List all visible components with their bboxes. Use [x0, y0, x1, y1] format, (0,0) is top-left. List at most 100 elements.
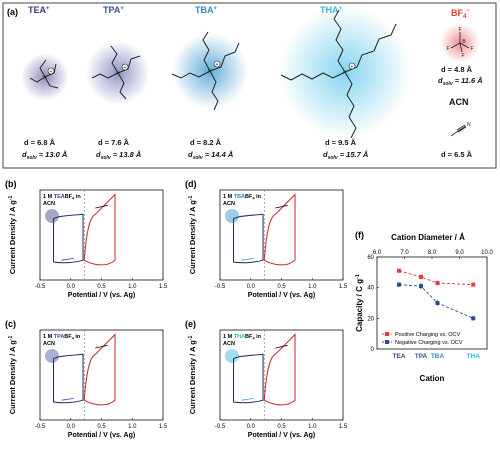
tea-molecule-icon: [29, 59, 59, 89]
svg-text:d = 7.6 Å: d = 7.6 Å: [98, 138, 130, 147]
f-top-tick-label: 6.0: [373, 250, 382, 256]
f-series-line-0: [398, 270, 474, 286]
f-category-label-tea: TEA: [393, 353, 406, 360]
cv-legend-solvent: ACN: [43, 341, 55, 347]
cv-legend-line1: 1 M THABF4 in: [223, 334, 262, 341]
cv-legend-line1: 1 M TBABF4 in: [223, 194, 262, 201]
bf4-sizes: d = 4.8 Å dsolv = 11.6 Å: [438, 65, 483, 87]
cv-x-tick-label: 1.0: [128, 424, 137, 430]
svg-text:BF4−: BF4−: [451, 8, 470, 20]
f-y-tick-label: 40: [367, 286, 374, 292]
svg-text:F: F: [470, 46, 473, 52]
svg-text:+: +: [351, 64, 354, 70]
f-data-point: [435, 301, 440, 305]
cv-legend-solvent: ACN: [223, 201, 235, 207]
cv-sweep-arrow-return: [241, 258, 254, 261]
cv-y-axis-label-sup: -1: [8, 336, 14, 341]
cv-legend-line1: 1 M TEABF4 in: [43, 194, 81, 201]
svg-text:+: +: [124, 65, 127, 71]
f-top-tick-label: 10.0: [481, 250, 493, 256]
cv-y-axis-label-sup: -1: [188, 336, 194, 341]
svg-text:B: B: [462, 39, 466, 45]
cation-header-tba: TBA+: [195, 5, 218, 15]
panel-a-frame: [2, 2, 497, 169]
cv-panel-label: (e): [185, 319, 196, 329]
svg-text:dsolv = 14.4 Å: dsolv = 14.4 Å: [188, 150, 233, 161]
cv-y-axis-label-sup: -1: [188, 196, 194, 201]
nitrogen-centers: N N N N: [43, 69, 347, 81]
cv-x-tick-label: 0.5: [277, 424, 286, 430]
cv-x-tick-label: 1.5: [159, 424, 168, 430]
f-category-label-tpa: TPA: [415, 353, 428, 360]
svg-text:TBA+: TBA+: [195, 5, 218, 15]
cv-sweep-arrow: [275, 204, 288, 209]
svg-text:N: N: [116, 71, 120, 77]
cv-sweep-arrow: [95, 204, 108, 209]
cv-panel-label: (b): [5, 179, 17, 189]
bf4-atoms: F F F F B: [446, 27, 473, 59]
cv-molecule-icon: [45, 209, 59, 223]
cv-panel-label: (d): [185, 179, 197, 189]
svg-text:F: F: [458, 27, 461, 33]
acn-label: ACN: [449, 97, 469, 107]
cation-sizes: d = 6.8 Å dsolv = 13.0 Å d = 7.6 Å dsolv…: [22, 138, 368, 161]
bf4-molecule-icon: [450, 32, 470, 53]
charge-circle-icons: [47, 60, 356, 75]
cv-y-axis-label-main: Current Density / A g: [188, 200, 197, 274]
cv-x-tick-label: 0.0: [67, 424, 76, 430]
acn-n-atom: N: [467, 122, 471, 128]
cv-plot-frame: [219, 329, 344, 421]
svg-text:d = 6.8 Å: d = 6.8 Å: [24, 138, 56, 147]
cv-panel-tha: (e) Current Density / A g-1 -0.5 0.0 0.5 1.0 1…: [185, 319, 348, 439]
panel-f-legend: Positive Charging vs. OCV Negative Charg…: [382, 332, 463, 346]
cv-x-tick-label: 1.5: [339, 284, 348, 290]
cv-molecule-icon: [225, 209, 239, 223]
cv-x-tick-label: -0.5: [35, 424, 46, 430]
cv-panel-label: (c): [5, 319, 16, 329]
cv-curve-positive: [263, 333, 296, 406]
cv-legend-line1: 1 M TPABF4 in: [43, 334, 81, 341]
cv-x-axis-label: Potential / V (vs. Ag): [68, 292, 135, 299]
cv-x-tick-label: -0.5: [35, 284, 46, 290]
cv-y-axis-label: Current Density / A g-1: [8, 196, 17, 275]
cv-x-tick-label: 1.0: [308, 284, 317, 290]
cv-legend-solvent: ACN: [43, 201, 55, 207]
cv-sweep-arrow-return: [241, 398, 254, 401]
panel-a-label: (a): [7, 7, 18, 17]
svg-text:dsolv = 11.6 Å: dsolv = 11.6 Å: [438, 76, 483, 87]
f-data-point: [471, 282, 476, 287]
f-y-tick-label: 0: [371, 347, 375, 353]
cv-x-axis-label: Potential / V (vs. Ag): [248, 432, 315, 439]
svg-text:N: N: [343, 70, 347, 76]
panel-f-label: (f): [355, 230, 364, 240]
cv-y-axis-label: Current Density / A g-1: [8, 336, 17, 415]
svg-text:N: N: [208, 69, 212, 75]
cv-curve-positive: [83, 193, 116, 266]
cv-x-tick-label: 1.0: [128, 284, 137, 290]
cv-molecule-icon: [45, 349, 59, 363]
cation-header-tea: TEA+: [28, 5, 50, 15]
cv-sweep-arrow: [95, 344, 108, 349]
f-top-tick-label: 7.0: [400, 250, 409, 256]
cv-plot-frame: [219, 189, 344, 281]
svg-text:TPA+: TPA+: [103, 5, 124, 15]
panel-f-y-axis-label: Capacity / C g-1: [355, 274, 364, 332]
cv-x-tick-label: 1.0: [308, 424, 317, 430]
f-data-point: [419, 284, 423, 289]
f-data-point: [419, 274, 423, 279]
panel-f-x-axis-label: Cation: [420, 374, 445, 383]
svg-text:dsolv = 13.0 Å: dsolv = 13.0 Å: [22, 150, 67, 161]
cv-x-axis-label: Potential / V (vs. Ag): [248, 292, 315, 299]
f-data-point: [435, 281, 440, 286]
svg-text:dsolv = 13.8 Å: dsolv = 13.8 Å: [96, 150, 141, 161]
bf4-header: BF4−: [451, 8, 470, 20]
f-y-tick-label: 20: [367, 316, 374, 322]
cv-curve-negative: [233, 213, 264, 264]
cv-curve-negative: [233, 353, 264, 404]
f-top-tick-label: 8.0: [428, 250, 437, 256]
cv-panel-tea: (b) Current Density / A g-1 -0.5 0.0 0.5 1.0 1…: [5, 179, 168, 299]
tha-molecule-icon: [280, 9, 397, 139]
f-category-label-tba: TBA: [431, 353, 445, 360]
acn-molecule-icon: [450, 124, 467, 137]
cv-y-axis-label-main: Current Density / A g: [8, 200, 17, 274]
